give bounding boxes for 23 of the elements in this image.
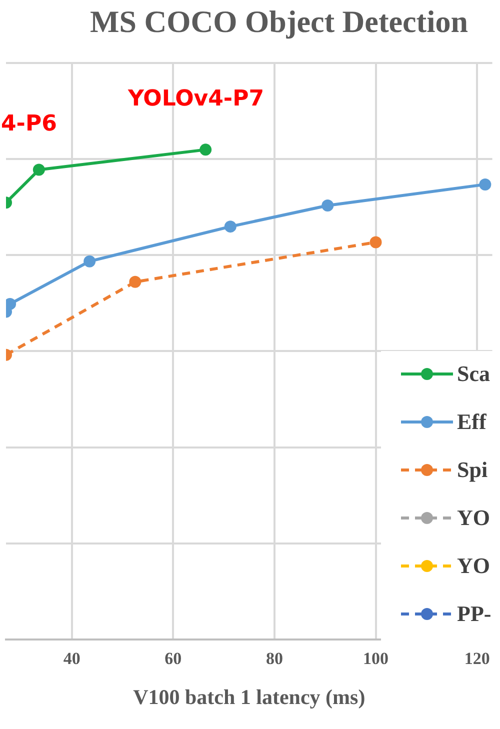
point bbox=[84, 255, 96, 268]
chart-title: MS COCO Object Detection bbox=[89, 4, 469, 40]
text: YOLOv4-P7 bbox=[127, 86, 264, 112]
point bbox=[479, 178, 492, 190]
x-tick-label: 40 bbox=[63, 648, 80, 668]
point bbox=[129, 276, 142, 288]
point bbox=[200, 144, 212, 156]
legend-label: YO bbox=[457, 553, 490, 579]
x-tick-label: 60 bbox=[164, 648, 182, 668]
legend-label: YO bbox=[457, 505, 490, 531]
legend-label: PP- bbox=[457, 601, 492, 627]
x-axis-title: V100 batch 1 latency (ms) bbox=[133, 684, 366, 709]
point bbox=[224, 220, 236, 233]
x-tick-label: 120 bbox=[464, 648, 490, 668]
legend-label: Eff bbox=[457, 409, 486, 435]
x-tick-label: 100 bbox=[363, 648, 389, 668]
legend-label: Sca bbox=[457, 361, 490, 387]
point bbox=[370, 236, 382, 248]
text: 4-P6 bbox=[1, 112, 57, 137]
legend-label: Spi bbox=[457, 457, 488, 483]
x-tick-label: 80 bbox=[266, 648, 283, 668]
point bbox=[32, 164, 45, 176]
point bbox=[322, 200, 334, 212]
